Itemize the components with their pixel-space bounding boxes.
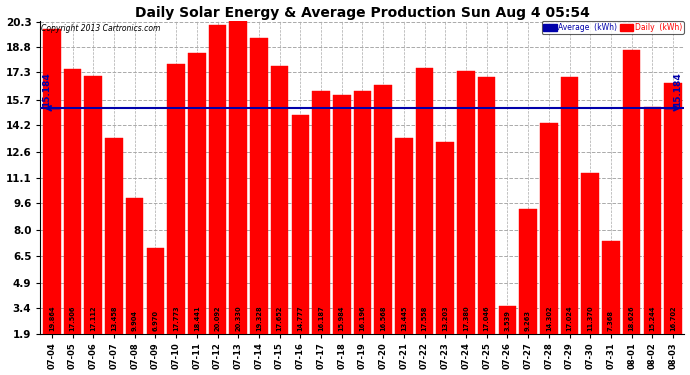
Text: 15.244: 15.244 xyxy=(649,306,656,331)
Text: 3.539: 3.539 xyxy=(504,310,511,331)
Text: 20.330: 20.330 xyxy=(235,305,242,331)
Text: 17.112: 17.112 xyxy=(90,305,97,331)
Bar xyxy=(292,115,309,333)
Text: 15.984: 15.984 xyxy=(339,306,345,331)
Bar xyxy=(270,66,288,333)
Bar xyxy=(395,138,413,333)
Text: 17.046: 17.046 xyxy=(484,305,490,331)
Text: 6.970: 6.970 xyxy=(152,310,159,331)
Bar xyxy=(644,107,661,333)
Bar xyxy=(229,21,247,333)
Bar xyxy=(561,77,578,333)
Text: Copyright 2013 Cartronics.com: Copyright 2013 Cartronics.com xyxy=(41,24,161,33)
Text: 15.184: 15.184 xyxy=(673,72,682,106)
Bar xyxy=(602,241,620,333)
Bar xyxy=(520,209,537,333)
Text: 17.773: 17.773 xyxy=(173,305,179,331)
Text: 17.652: 17.652 xyxy=(277,306,283,331)
Bar xyxy=(126,198,144,333)
Bar xyxy=(354,91,371,333)
Text: 13.445: 13.445 xyxy=(401,306,407,331)
Text: 14.777: 14.777 xyxy=(297,305,304,331)
Bar xyxy=(582,173,599,333)
Text: 9.904: 9.904 xyxy=(132,310,138,331)
Text: 14.302: 14.302 xyxy=(546,305,552,331)
Bar xyxy=(188,53,206,333)
Text: 16.702: 16.702 xyxy=(670,305,676,331)
Bar xyxy=(43,29,61,333)
Text: 19.328: 19.328 xyxy=(256,305,262,331)
Bar xyxy=(63,69,81,333)
Bar xyxy=(313,91,330,333)
Text: 16.568: 16.568 xyxy=(380,306,386,331)
Text: 13.458: 13.458 xyxy=(111,306,117,331)
Bar xyxy=(146,248,164,333)
Bar xyxy=(375,85,392,333)
Bar xyxy=(167,64,185,333)
Text: 16.187: 16.187 xyxy=(318,305,324,331)
Bar xyxy=(250,38,268,333)
Text: 9.263: 9.263 xyxy=(525,310,531,331)
Text: 17.558: 17.558 xyxy=(422,306,428,331)
Bar xyxy=(540,123,558,333)
Text: 18.441: 18.441 xyxy=(194,305,200,331)
Text: 20.092: 20.092 xyxy=(215,305,221,331)
Bar xyxy=(105,138,123,333)
Bar xyxy=(664,82,682,333)
Text: 16.196: 16.196 xyxy=(359,305,366,331)
Bar xyxy=(333,95,351,333)
Text: 13.203: 13.203 xyxy=(442,305,448,331)
Bar xyxy=(84,76,102,333)
Bar xyxy=(478,77,495,333)
Bar xyxy=(437,142,454,333)
Text: 17.506: 17.506 xyxy=(70,306,75,331)
Text: 11.370: 11.370 xyxy=(587,305,593,331)
Text: 17.380: 17.380 xyxy=(463,305,469,331)
Text: 19.864: 19.864 xyxy=(49,305,55,331)
Bar xyxy=(499,306,516,333)
Text: 7.368: 7.368 xyxy=(608,310,614,331)
Text: 17.024: 17.024 xyxy=(566,305,573,331)
Bar xyxy=(457,71,475,333)
Title: Daily Solar Energy & Average Production Sun Aug 4 05:54: Daily Solar Energy & Average Production … xyxy=(135,6,590,20)
Bar xyxy=(416,68,433,333)
Bar xyxy=(623,50,640,333)
Legend: Average  (kWh), Daily  (kWh): Average (kWh), Daily (kWh) xyxy=(542,21,684,33)
Text: 15.184: 15.184 xyxy=(43,72,52,106)
Text: 18.626: 18.626 xyxy=(629,305,635,331)
Bar xyxy=(208,25,226,333)
